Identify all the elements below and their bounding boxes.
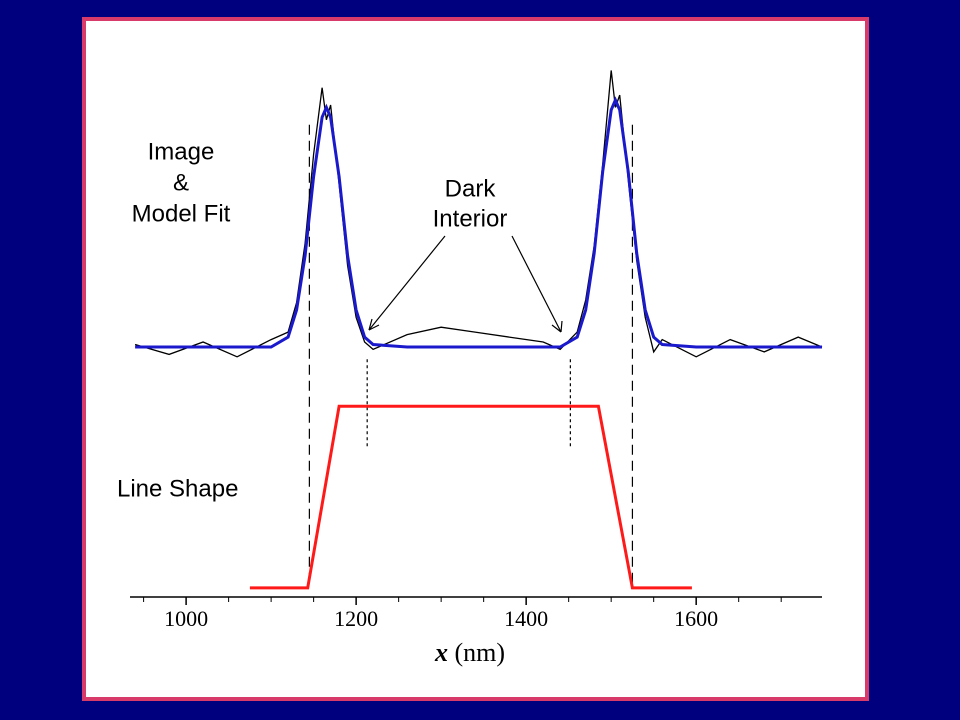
series-line xyxy=(134,70,823,358)
arrow-head xyxy=(551,320,563,333)
annotation: Interior xyxy=(433,205,508,232)
legend-joiner: & xyxy=(173,169,189,196)
legend-label: Image xyxy=(148,138,215,165)
x-tick-label: 1400 xyxy=(504,606,548,631)
arrows xyxy=(368,235,563,333)
x-tick-label: 1000 xyxy=(164,606,208,631)
x-tick-label: 1200 xyxy=(334,606,378,631)
series-line xyxy=(135,96,822,349)
arrow xyxy=(511,235,562,333)
legend-label: Model Fit xyxy=(132,200,231,227)
series-label: Line Shape xyxy=(117,475,238,502)
frame xyxy=(82,17,869,701)
x-axis-label: x (nm) xyxy=(434,638,505,667)
annotation: Dark xyxy=(445,175,497,202)
arrow xyxy=(368,235,446,331)
x-axis-unit: (nm) xyxy=(454,638,505,667)
x-axis-var: x xyxy=(434,638,448,667)
arrow-head xyxy=(368,318,380,331)
legend: Image & Model Fit xyxy=(132,138,231,227)
series-line xyxy=(249,404,692,590)
x-tick-label: 1600 xyxy=(674,606,718,631)
